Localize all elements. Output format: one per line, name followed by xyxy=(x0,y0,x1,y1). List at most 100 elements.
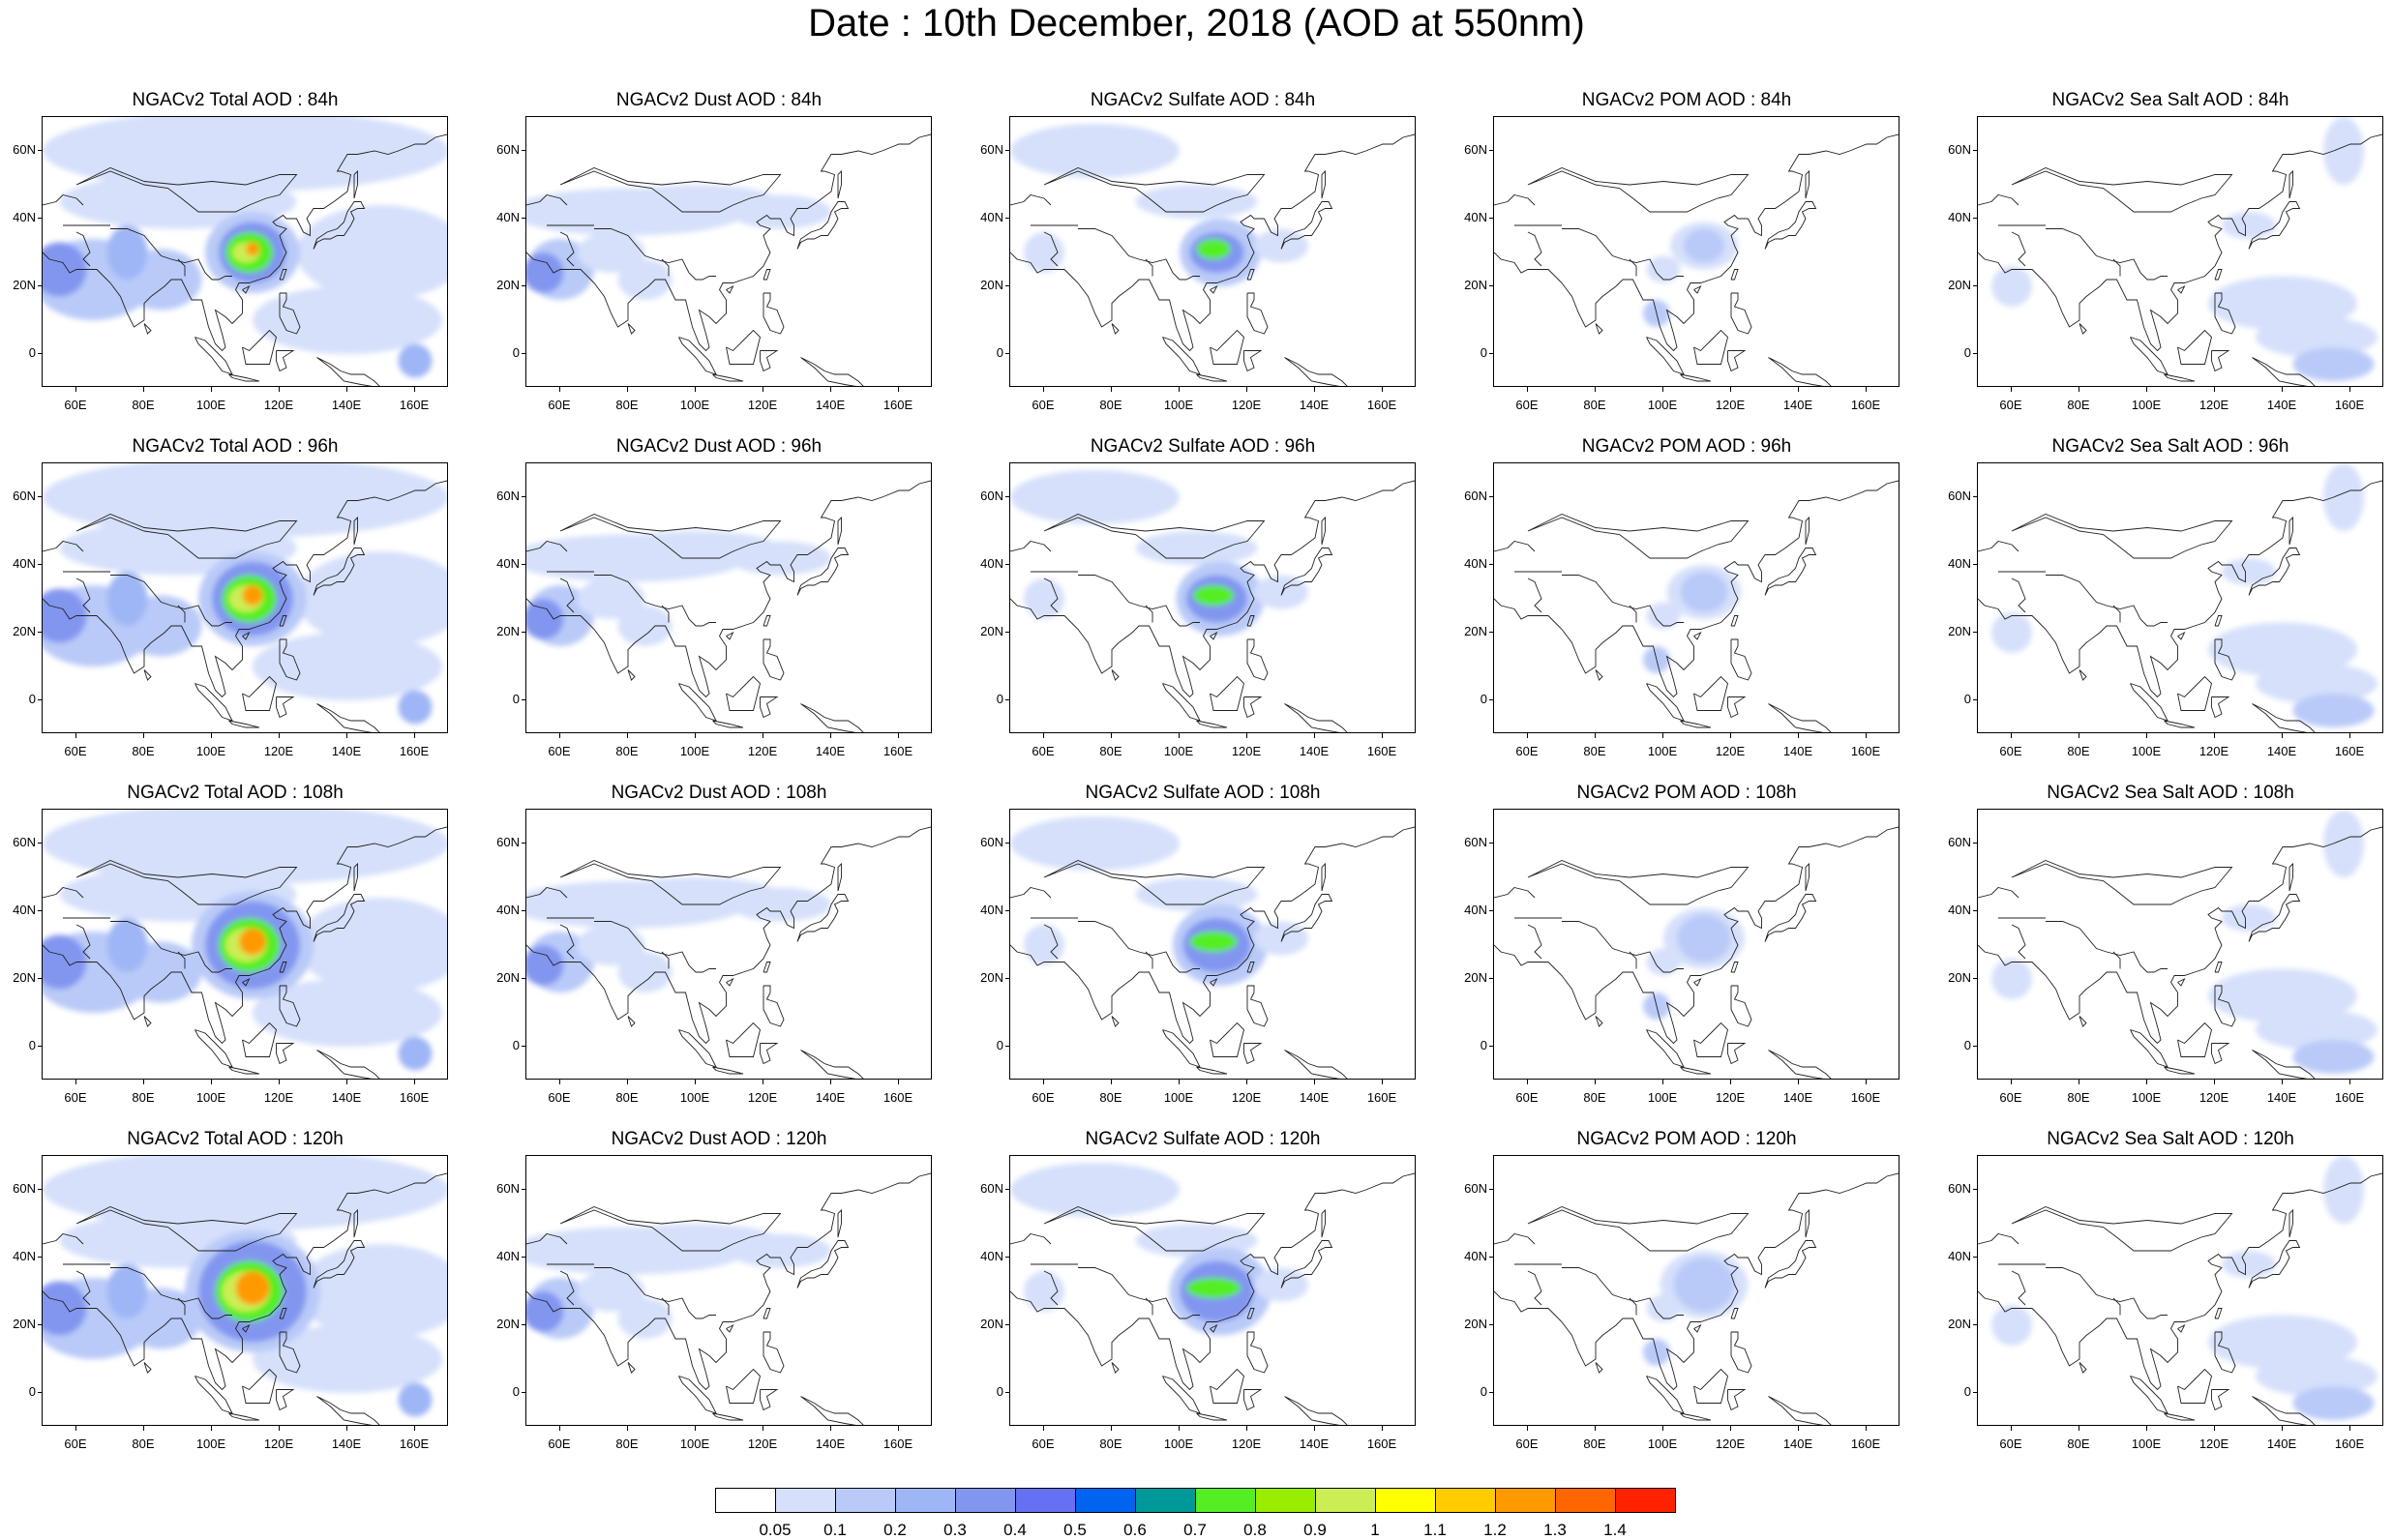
coastline-segment xyxy=(2112,1297,2121,1316)
map-panel-pom-96h: NGACv2 POM AOD : 96h 60N 40N 20N 0 60E 80E 100E… xyxy=(1454,435,1919,784)
coastline-segment xyxy=(1693,1323,1702,1333)
lat-tick-label: 0 xyxy=(1963,345,1971,360)
lat-tick-label: 40N xyxy=(1948,903,1971,917)
coastline-segment xyxy=(1043,1270,1059,1306)
lat-tick xyxy=(1973,1392,1978,1393)
coastline-segment xyxy=(763,985,785,1027)
coastline-segment xyxy=(2177,977,2186,987)
aod-region xyxy=(1024,578,1064,619)
coastline-segment xyxy=(1527,1270,1542,1306)
lon-tick xyxy=(695,1080,696,1084)
coastline-segment xyxy=(177,258,186,277)
aod-field xyxy=(1991,1156,2378,1420)
lon-tick xyxy=(1595,1426,1596,1431)
coastline-segment xyxy=(2011,578,2026,613)
coastline-segment xyxy=(279,292,301,335)
map-area xyxy=(1493,809,1899,1080)
coastline-segment xyxy=(2248,894,2301,942)
aod-region xyxy=(398,343,433,378)
aod-region xyxy=(526,1291,564,1332)
lon-tick xyxy=(346,1426,347,1431)
aod-region xyxy=(2222,904,2276,932)
lon-tick xyxy=(1662,1080,1663,1084)
coastline-segment xyxy=(1321,169,1326,199)
panel-title: NGACv2 Sea Salt AOD : 84h xyxy=(2051,90,2289,110)
coastline-segment xyxy=(1243,1389,1263,1411)
lon-tick-label: 120E xyxy=(747,398,778,412)
coastline-segment xyxy=(1494,541,1536,552)
aod-region xyxy=(2323,463,2364,531)
coastline-segment xyxy=(1145,951,1153,969)
coastline-segment xyxy=(661,258,670,277)
panel-title: NGACv2 Sulfate AOD : 120h xyxy=(1085,1129,1321,1149)
lat-tick-label: 0 xyxy=(1480,1038,1487,1052)
coastline-segment xyxy=(2248,1240,2301,1288)
coastline-segment xyxy=(526,480,931,698)
coastline-segment xyxy=(1246,1331,1269,1374)
lat-tick-label: 60N xyxy=(1948,489,1971,503)
aod-region xyxy=(2292,347,2375,381)
panel-title: NGACv2 Total AOD : 84h xyxy=(132,90,339,110)
lat-tick xyxy=(38,699,43,700)
aod-region xyxy=(2256,1009,2378,1051)
lat-tick xyxy=(1489,285,1494,286)
lat-tick-label: 40N xyxy=(1948,1249,1971,1263)
aod-region xyxy=(1024,1271,1064,1312)
coastline-segment xyxy=(2164,1066,2196,1075)
lon-tick xyxy=(830,733,831,738)
coastline-segment xyxy=(1978,133,2382,352)
lat-tick-label: 20N xyxy=(1948,970,1971,985)
aod-region xyxy=(235,1271,270,1305)
coastline-segment xyxy=(627,669,636,681)
lat-tick xyxy=(38,843,43,844)
lon-tick xyxy=(1382,1426,1383,1431)
aod-region xyxy=(617,606,673,646)
lat-tick-label: 60N xyxy=(1948,835,1971,849)
lat-tick-label: 20N xyxy=(1948,624,1971,638)
aod-region xyxy=(730,541,831,576)
aod-region xyxy=(730,194,831,229)
lat-tick-label: 40N xyxy=(496,903,520,917)
coastline-segment xyxy=(228,373,260,382)
colorbar-label: 0.3 xyxy=(943,1521,967,1539)
lon-tick-label: 80E xyxy=(132,744,155,758)
coastline-segment xyxy=(276,1389,295,1411)
lon-tick xyxy=(414,733,415,738)
coastline-segment xyxy=(313,201,366,250)
aod-field xyxy=(526,1224,831,1339)
coastline-segment xyxy=(2011,860,2233,905)
lon-tick-label: 60E xyxy=(1032,398,1055,412)
map-area xyxy=(42,809,448,1080)
aod-field xyxy=(1010,816,1308,986)
coastline-segment xyxy=(760,1389,779,1411)
lon-tick-label: 120E xyxy=(2199,744,2229,758)
aod-field xyxy=(1991,117,2378,381)
coastline-segment xyxy=(1680,373,1712,382)
aod-region xyxy=(526,252,564,293)
panel-title: NGACv2 POM AOD : 108h xyxy=(1576,783,1797,803)
coastline-segment xyxy=(177,951,186,969)
lon-tick-label: 80E xyxy=(615,398,639,412)
coastline-segment xyxy=(1527,231,1542,267)
lon-tick xyxy=(898,387,899,392)
aod-region xyxy=(296,1244,447,1339)
coastline-segment xyxy=(1196,1066,1228,1075)
coastline-segment xyxy=(228,1412,260,1421)
lat-tick-label: 40N xyxy=(980,1249,1003,1263)
coastline-segment xyxy=(1978,826,2382,1045)
aod-region xyxy=(2208,622,2357,677)
map-area xyxy=(1009,462,1416,733)
coastline-segment xyxy=(661,605,670,623)
lat-tick-label: 20N xyxy=(1464,278,1487,292)
lon-tick xyxy=(1730,1426,1731,1431)
coastline-segment xyxy=(1527,924,1542,960)
coastline-segment xyxy=(2214,962,2223,973)
coastline-segment xyxy=(1043,167,1266,213)
coastline-segment xyxy=(1805,1208,1810,1238)
lon-tick-label: 60E xyxy=(64,744,87,758)
coastline-segment xyxy=(110,1267,232,1319)
lon-tick-label: 100E xyxy=(2131,1436,2162,1451)
coastline-segment xyxy=(796,548,850,596)
coastline-segment xyxy=(526,887,568,899)
aod-region xyxy=(1673,1258,1735,1312)
